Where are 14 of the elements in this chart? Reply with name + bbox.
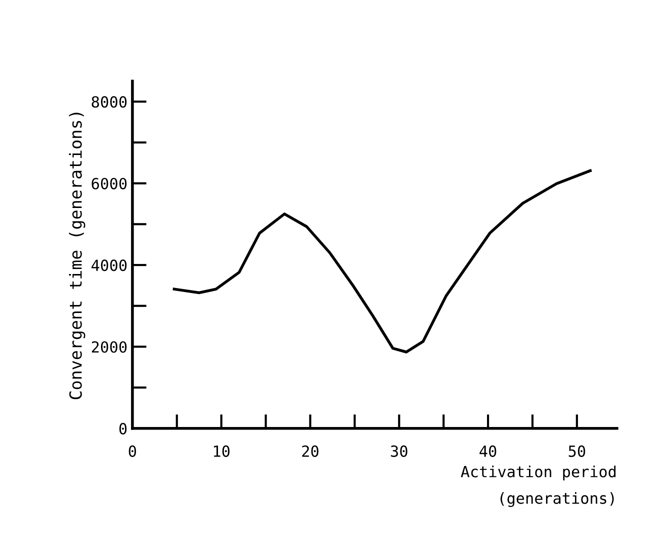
line-series: [172, 169, 592, 354]
x-tick-label: 30: [390, 445, 408, 457]
x-axis-title: Activation period (generations): [460, 466, 616, 508]
y-tick-label: 6000: [92, 178, 127, 190]
y-axis-title: Convergent time (generations): [68, 112, 86, 400]
y-tick-label: 2000: [92, 341, 127, 353]
x-tick-label: 10: [214, 445, 230, 457]
x-tick-label: 40: [480, 445, 496, 457]
x-tick-label: 0: [128, 445, 136, 457]
y-tick-label: 4000: [92, 260, 127, 272]
x-tick-label: 20: [302, 445, 318, 457]
y-tick-label: 8000: [92, 96, 127, 108]
x-tick-label: 50: [568, 445, 586, 457]
y-tick-label: 0: [119, 422, 127, 434]
